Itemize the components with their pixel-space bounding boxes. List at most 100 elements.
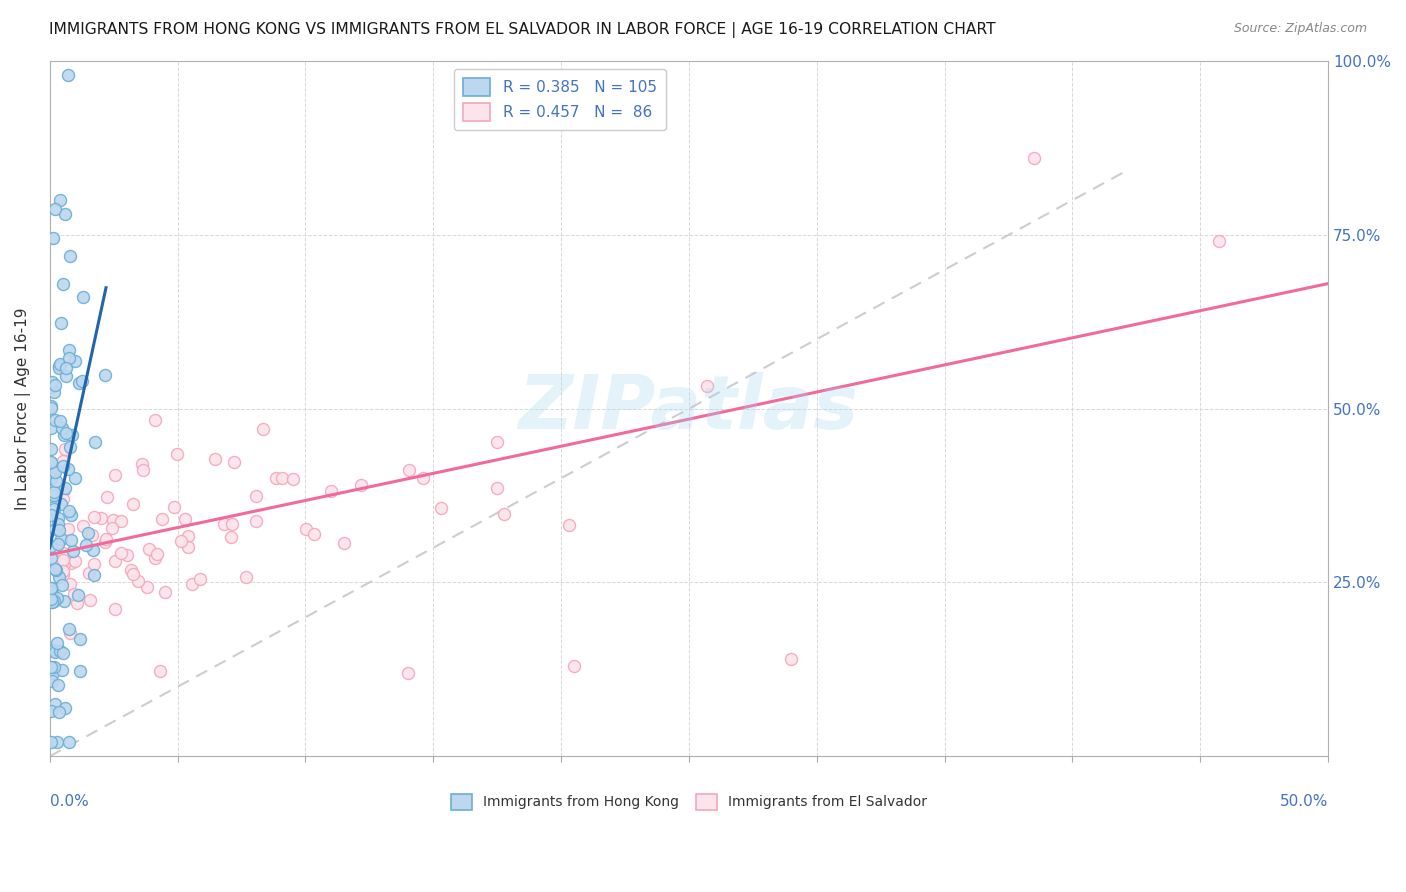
Point bbox=[245, 514, 267, 528]
Point bbox=[132, 462, 155, 476]
Point bbox=[51, 553, 73, 567]
Point bbox=[51, 454, 73, 468]
Point bbox=[59, 577, 82, 591]
Point bbox=[302, 527, 325, 541]
Point bbox=[48, 523, 70, 537]
Point bbox=[52, 427, 75, 442]
Point bbox=[45, 635, 67, 649]
Point bbox=[39, 539, 62, 553]
Point bbox=[252, 422, 274, 436]
Point bbox=[94, 533, 117, 547]
Point bbox=[110, 546, 132, 560]
Point bbox=[51, 492, 73, 507]
Point bbox=[49, 193, 72, 207]
Point bbox=[39, 470, 62, 484]
Point bbox=[103, 513, 125, 527]
Point bbox=[177, 540, 200, 554]
Point bbox=[221, 516, 243, 531]
Text: ZIPatlas: ZIPatlas bbox=[519, 372, 859, 445]
Point bbox=[430, 501, 453, 516]
Point bbox=[39, 660, 62, 674]
Point bbox=[59, 440, 82, 454]
Point bbox=[166, 447, 188, 461]
Point bbox=[190, 572, 212, 586]
Point bbox=[49, 414, 72, 428]
Point bbox=[63, 471, 86, 485]
Point bbox=[44, 501, 66, 516]
Point bbox=[79, 593, 101, 607]
Point bbox=[51, 578, 73, 592]
Point bbox=[48, 359, 70, 373]
Point bbox=[41, 455, 63, 469]
Point bbox=[143, 550, 166, 565]
Point bbox=[780, 652, 803, 666]
Point bbox=[42, 660, 65, 674]
Point bbox=[219, 530, 242, 544]
Point bbox=[39, 442, 62, 456]
Text: Source: ZipAtlas.com: Source: ZipAtlas.com bbox=[1233, 22, 1367, 36]
Point bbox=[51, 316, 73, 330]
Point bbox=[65, 353, 87, 368]
Point bbox=[398, 463, 420, 477]
Point bbox=[39, 592, 62, 607]
Point bbox=[69, 632, 91, 646]
Point bbox=[39, 489, 62, 503]
Point bbox=[283, 472, 305, 486]
Point bbox=[44, 562, 66, 576]
Point bbox=[121, 566, 143, 581]
Point bbox=[58, 351, 80, 365]
Point bbox=[83, 557, 105, 571]
Point bbox=[53, 442, 76, 456]
Point bbox=[101, 521, 124, 535]
Point bbox=[51, 663, 73, 677]
Point bbox=[49, 357, 72, 371]
Point bbox=[59, 625, 82, 640]
Point bbox=[83, 435, 105, 450]
Point bbox=[1208, 234, 1230, 248]
Point bbox=[82, 543, 104, 558]
Point bbox=[103, 467, 125, 482]
Point bbox=[41, 375, 63, 389]
Point bbox=[177, 529, 200, 543]
Point bbox=[104, 554, 127, 568]
Point bbox=[39, 584, 62, 599]
Point bbox=[136, 580, 159, 594]
Point bbox=[48, 706, 70, 720]
Point bbox=[319, 484, 342, 499]
Point bbox=[58, 735, 80, 749]
Point bbox=[1022, 152, 1045, 166]
Point bbox=[44, 413, 66, 427]
Point bbox=[83, 510, 105, 524]
Point bbox=[44, 465, 66, 479]
Point bbox=[90, 510, 112, 524]
Point bbox=[46, 678, 69, 692]
Point bbox=[58, 503, 80, 517]
Point bbox=[51, 546, 73, 560]
Point bbox=[396, 665, 419, 680]
Point bbox=[333, 536, 356, 550]
Point bbox=[77, 566, 100, 580]
Point bbox=[558, 518, 581, 533]
Point bbox=[41, 673, 63, 688]
Point bbox=[150, 512, 173, 526]
Point bbox=[55, 369, 77, 384]
Point bbox=[42, 643, 65, 657]
Point bbox=[127, 574, 149, 588]
Point bbox=[45, 563, 67, 577]
Point bbox=[51, 277, 73, 291]
Point bbox=[45, 474, 67, 488]
Point bbox=[214, 517, 236, 532]
Point bbox=[41, 666, 63, 681]
Point bbox=[180, 577, 202, 591]
Point bbox=[41, 595, 63, 609]
Point bbox=[66, 596, 89, 610]
Point bbox=[170, 533, 193, 548]
Point bbox=[39, 735, 62, 749]
Point bbox=[55, 481, 77, 495]
Point bbox=[48, 536, 70, 550]
Point bbox=[51, 421, 73, 435]
Point bbox=[52, 646, 75, 660]
Point bbox=[66, 588, 89, 602]
Point bbox=[63, 554, 86, 568]
Point bbox=[131, 457, 153, 471]
